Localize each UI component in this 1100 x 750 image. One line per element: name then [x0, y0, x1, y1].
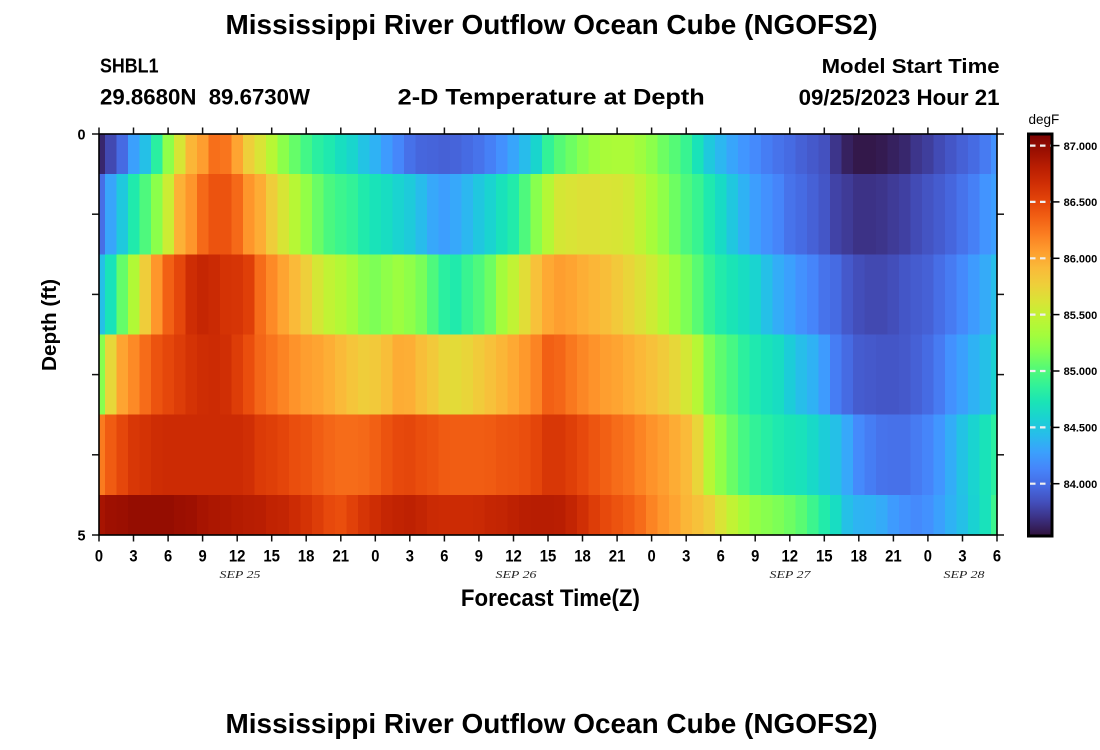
- svg-text:Forecast Time(Z): Forecast Time(Z): [461, 585, 640, 612]
- svg-text:86.000: 86.000: [1064, 254, 1098, 266]
- svg-text:09/25/2023 Hour 21: 09/25/2023 Hour 21: [799, 85, 1000, 110]
- svg-text:21: 21: [333, 546, 350, 565]
- svg-text:Model Start Time: Model Start Time: [822, 56, 1000, 78]
- svg-text:6: 6: [993, 546, 1001, 565]
- svg-text:21: 21: [885, 546, 902, 565]
- svg-text:0: 0: [78, 126, 86, 143]
- svg-text:SEP 25: SEP 25: [220, 569, 262, 581]
- svg-text:85.500: 85.500: [1064, 310, 1098, 322]
- svg-text:6: 6: [440, 546, 448, 565]
- svg-text:SEP 27: SEP 27: [770, 569, 812, 581]
- svg-text:29.8680N 89.6730W: 29.8680N 89.6730W: [100, 85, 310, 110]
- svg-text:2-D Temperature at Depth: 2-D Temperature at Depth: [398, 85, 705, 110]
- svg-text:5: 5: [78, 527, 86, 544]
- svg-text:84.000: 84.000: [1064, 479, 1098, 491]
- svg-text:Mississippi River Outflow Ocea: Mississippi River Outflow Ocean Cube (NG…: [226, 9, 878, 40]
- svg-text:18: 18: [298, 546, 315, 565]
- svg-text:0: 0: [648, 546, 656, 565]
- svg-text:3: 3: [958, 546, 966, 565]
- svg-text:18: 18: [851, 546, 868, 565]
- svg-text:SHBL1: SHBL1: [100, 56, 159, 78]
- svg-text:9: 9: [199, 546, 207, 565]
- svg-text:15: 15: [263, 546, 280, 565]
- svg-text:SEP 28: SEP 28: [944, 569, 986, 581]
- svg-text:84.500: 84.500: [1064, 423, 1098, 435]
- svg-text:6: 6: [717, 546, 725, 565]
- svg-text:0: 0: [371, 546, 379, 565]
- svg-text:6: 6: [164, 546, 172, 565]
- svg-text:15: 15: [540, 546, 557, 565]
- svg-text:18: 18: [574, 546, 591, 565]
- svg-text:12: 12: [229, 546, 246, 565]
- svg-text:3: 3: [682, 546, 690, 565]
- svg-text:12: 12: [505, 546, 522, 565]
- svg-text:87.000: 87.000: [1064, 141, 1098, 153]
- svg-text:0: 0: [924, 546, 932, 565]
- svg-text:SEP 26: SEP 26: [496, 569, 538, 581]
- svg-text:0: 0: [95, 546, 103, 565]
- svg-text:Mississippi River Outflow Ocea: Mississippi River Outflow Ocean Cube (NG…: [226, 708, 878, 739]
- svg-text:85.000: 85.000: [1064, 366, 1098, 378]
- svg-text:12: 12: [782, 546, 799, 565]
- svg-text:9: 9: [751, 546, 759, 565]
- svg-text:Depth (ft): Depth (ft): [39, 279, 61, 371]
- svg-text:9: 9: [475, 546, 483, 565]
- svg-text:degF: degF: [1029, 112, 1060, 127]
- svg-text:3: 3: [129, 546, 137, 565]
- svg-text:15: 15: [816, 546, 833, 565]
- svg-text:86.500: 86.500: [1064, 197, 1098, 209]
- svg-text:21: 21: [609, 546, 626, 565]
- svg-text:3: 3: [406, 546, 414, 565]
